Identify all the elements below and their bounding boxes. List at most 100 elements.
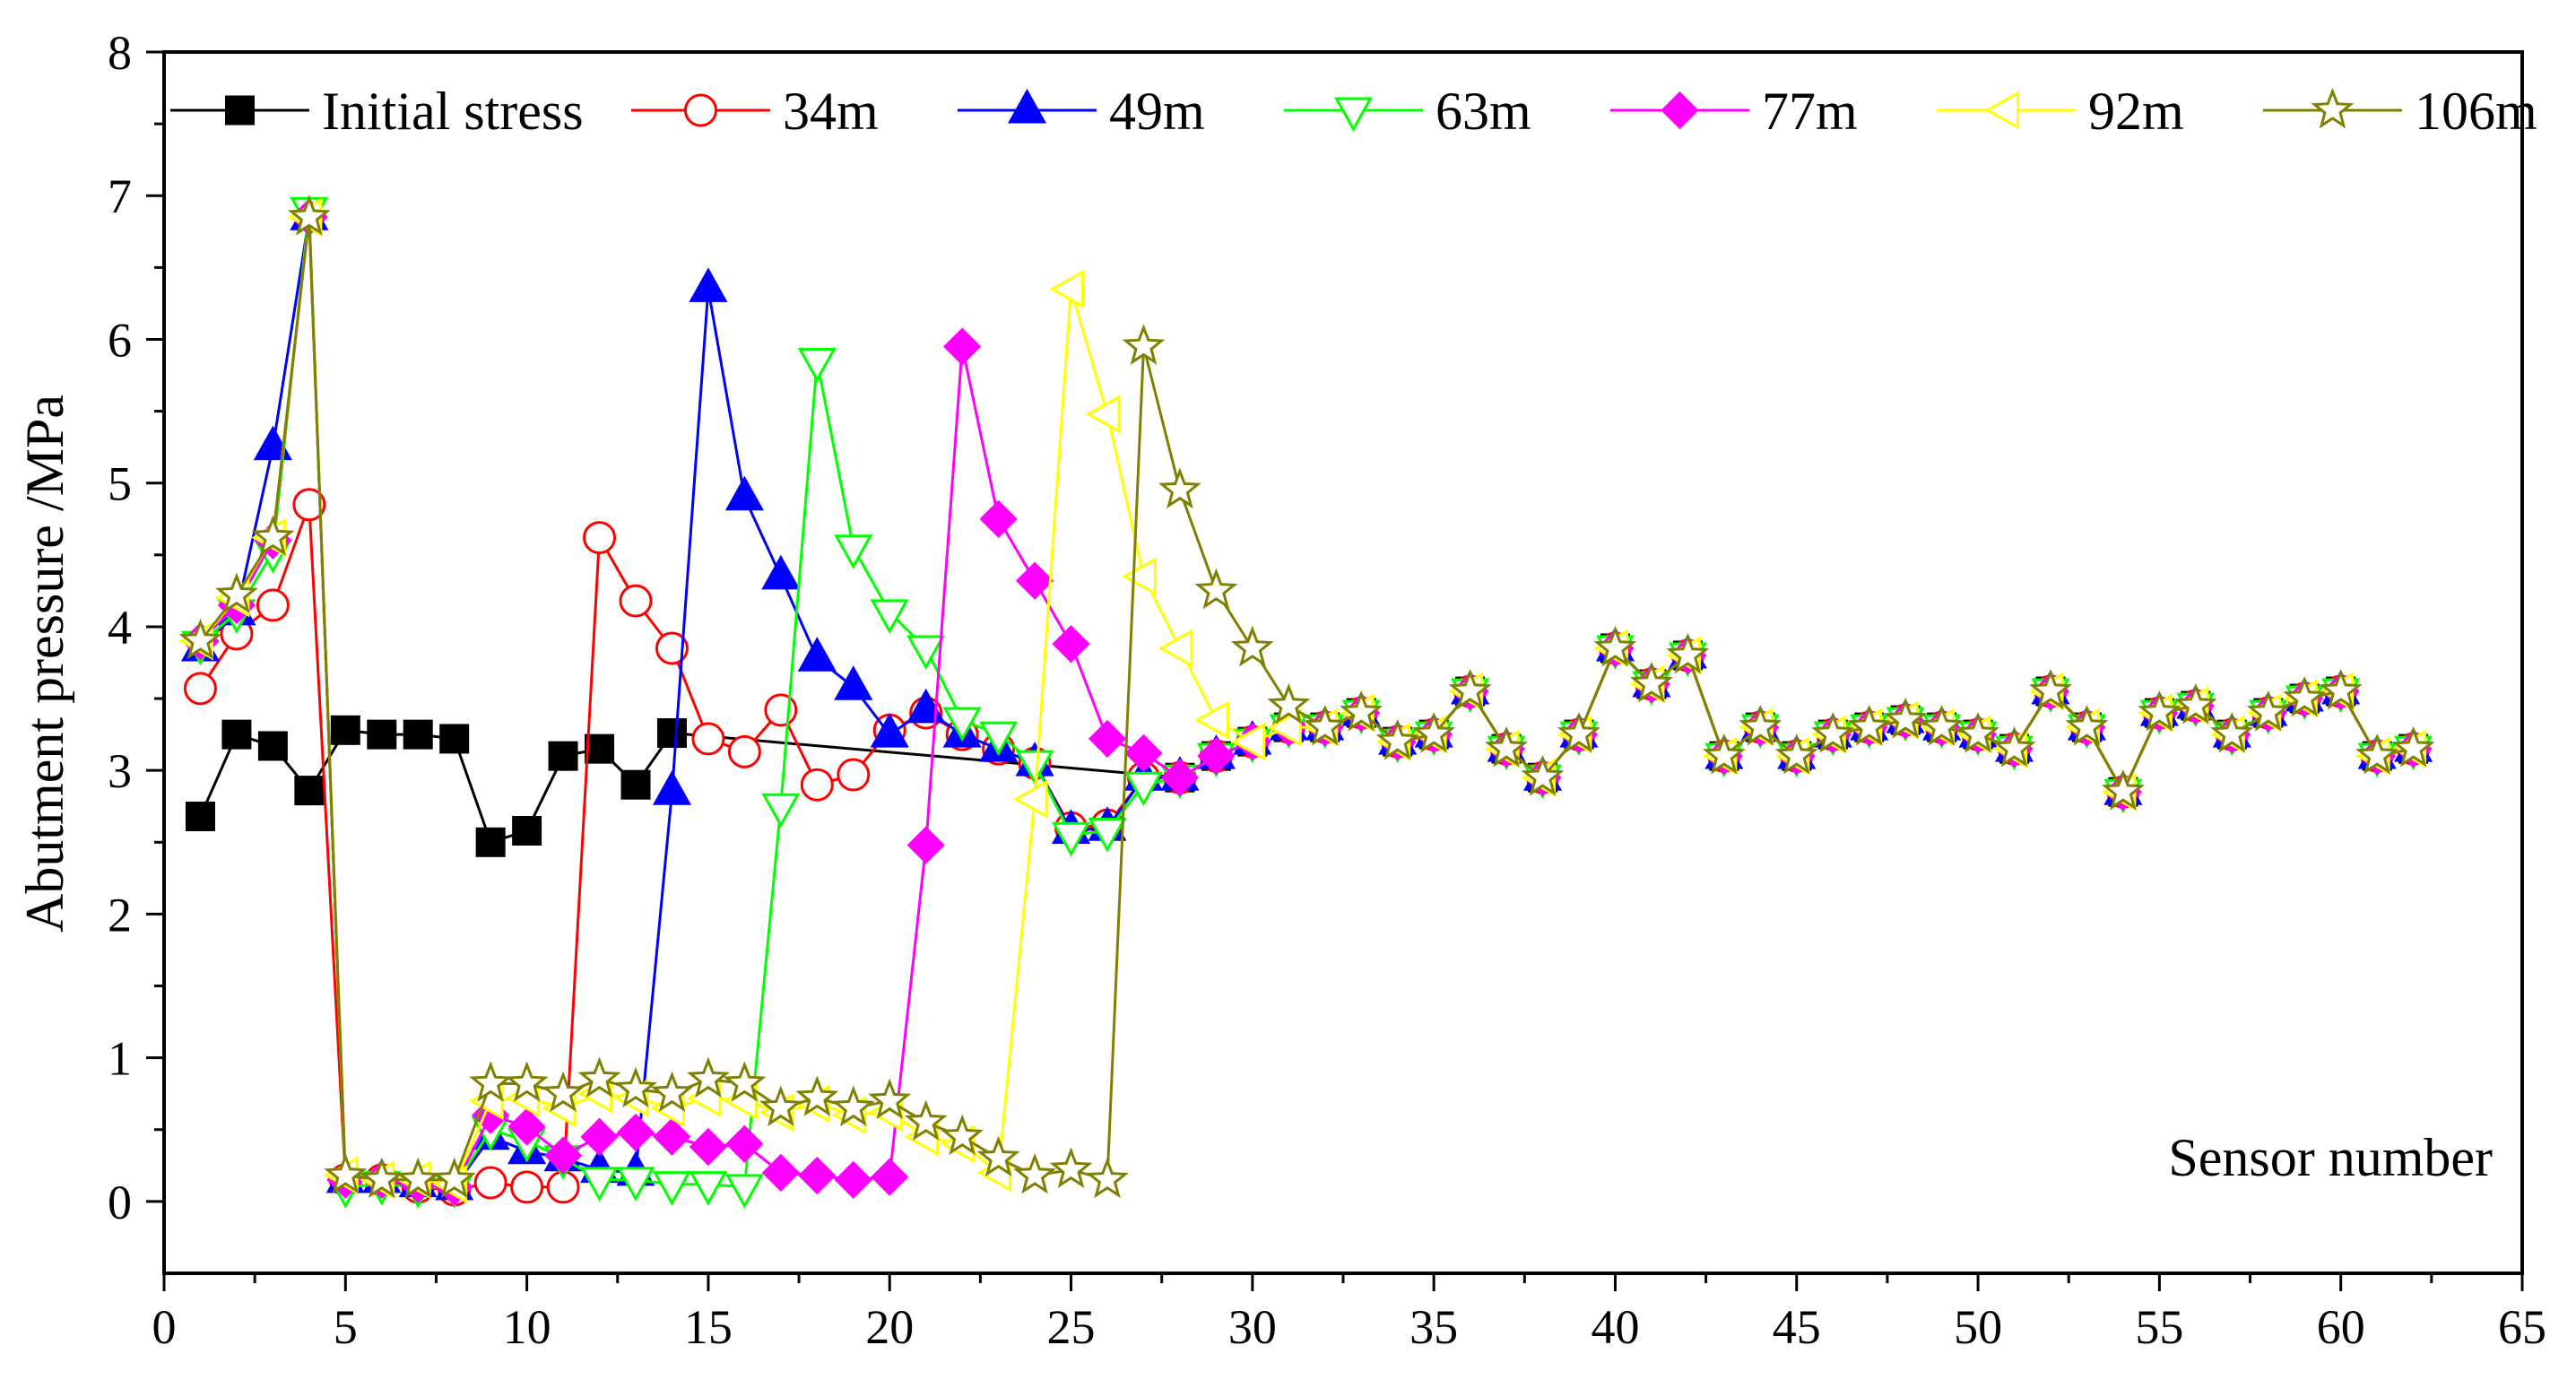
data-point (403, 719, 433, 750)
data-point (656, 718, 687, 749)
data-point (1123, 771, 1164, 807)
data-point (507, 1107, 546, 1146)
data-point (548, 741, 578, 771)
data-point (475, 827, 506, 857)
data-point (580, 1117, 619, 1156)
data-point (834, 1160, 872, 1199)
legend-item-34m: 34m (631, 82, 879, 141)
data-point (439, 724, 470, 754)
data-point (870, 713, 909, 748)
legend-marker (225, 95, 255, 126)
data-point (510, 1170, 544, 1204)
data-point (725, 1124, 764, 1163)
data-point (1485, 725, 1528, 768)
data-point (1956, 711, 1999, 753)
data-point (941, 1114, 984, 1156)
data-point (797, 637, 837, 672)
data-point (1702, 733, 1746, 775)
data-point (870, 599, 909, 634)
x-tick-label: 20 (865, 1300, 914, 1354)
data-point (512, 815, 542, 846)
legend-label: 34m (783, 82, 879, 141)
data-point (1340, 690, 1383, 732)
data-point (904, 1099, 948, 1141)
data-point (1085, 395, 1121, 434)
plot-area (178, 195, 2435, 1209)
data-point (185, 801, 215, 831)
data-point (834, 534, 873, 569)
y-tick-label: 2 (108, 888, 132, 942)
data-point (505, 1061, 549, 1102)
data-point (469, 1061, 513, 1102)
data-point (800, 768, 834, 802)
data-point (723, 1061, 767, 1102)
x-tick-label: 45 (1773, 1300, 1821, 1354)
data-point (1122, 557, 1157, 596)
data-point (1049, 1147, 1093, 1188)
data-point (1088, 719, 1127, 759)
data-point (1593, 625, 1637, 667)
data-point (2319, 668, 2363, 710)
data-point (871, 1158, 909, 1196)
y-tick-label: 6 (108, 313, 132, 367)
legend-item-92m: 92m (1937, 82, 2184, 141)
y-axis-label: Abutment pressure /MPa (15, 395, 74, 933)
data-point (1051, 821, 1091, 857)
x-tick-label: 5 (334, 1300, 358, 1354)
data-point (2210, 711, 2254, 753)
data-point (432, 1157, 476, 1199)
data-point (831, 1085, 875, 1127)
data-point (689, 1127, 728, 1167)
data-point (652, 1171, 692, 1206)
data-point (396, 1157, 440, 1199)
data-point (221, 719, 252, 750)
data-point (614, 1066, 657, 1108)
data-point (1448, 668, 1492, 710)
data-point (906, 826, 945, 864)
legend-item-77m: 77m (1610, 82, 1858, 141)
data-point (2065, 704, 2109, 746)
data-point (653, 1117, 691, 1156)
data-point (979, 721, 1019, 757)
x-axis-label: Sensor number (2168, 1128, 2493, 1187)
data-point (979, 499, 1018, 538)
data-point (761, 793, 801, 829)
data-point (473, 1166, 507, 1200)
data-point (178, 618, 222, 660)
data-point (542, 1071, 585, 1113)
data-point (764, 693, 798, 727)
data-point (837, 758, 871, 792)
data-point (2173, 682, 2217, 725)
data-point (1630, 661, 1673, 703)
data-point (543, 1136, 583, 1175)
plot-frame (162, 50, 2524, 1275)
data-point (1015, 561, 1054, 600)
legend-marker (1333, 97, 1374, 133)
legend-label: 106m (2415, 82, 2537, 141)
data-point (650, 1071, 694, 1113)
data-point (1013, 1152, 1056, 1194)
series-106m (178, 195, 2435, 1199)
data-point (906, 635, 946, 671)
x-tick-label: 60 (2317, 1300, 2365, 1354)
data-point (687, 1056, 730, 1098)
x-tick-label: 25 (1047, 1300, 1096, 1354)
data-point (579, 1167, 620, 1202)
y-tick-label: 7 (108, 169, 132, 223)
data-point (324, 1152, 368, 1194)
data-point (868, 1078, 912, 1120)
legend-marker (2311, 87, 2355, 129)
data-point (1230, 722, 1266, 761)
data-point (655, 631, 689, 665)
data-point (616, 1167, 655, 1202)
data-point (834, 665, 873, 700)
x-tick-label: 35 (1409, 1300, 1458, 1354)
data-point (976, 1135, 1020, 1177)
legend-label: 49m (1109, 82, 1205, 141)
data-point (1088, 817, 1127, 853)
legend-label: Initial stress (322, 82, 584, 141)
data-point (1194, 700, 1229, 740)
data-point (2355, 733, 2399, 775)
